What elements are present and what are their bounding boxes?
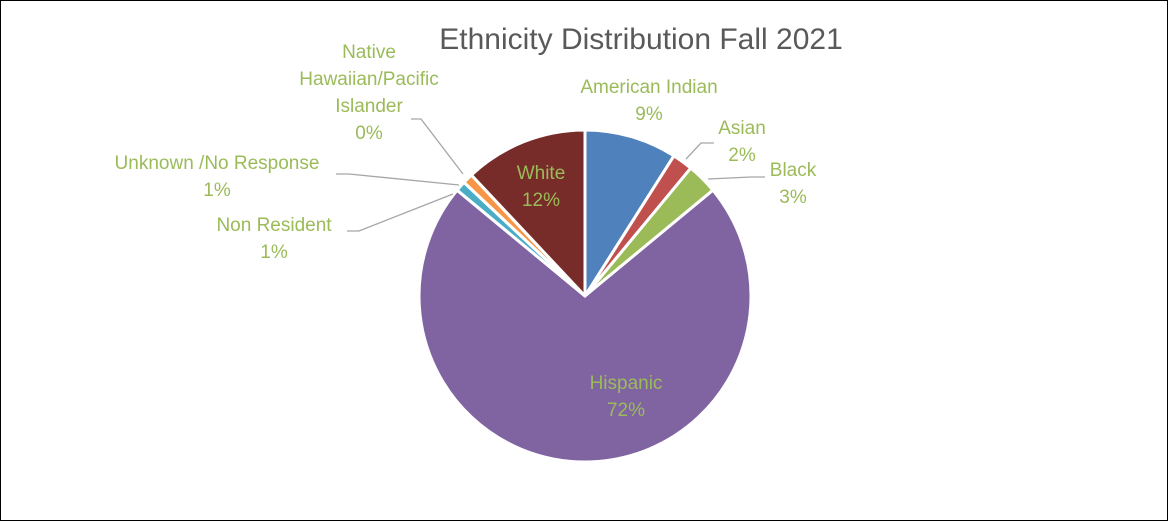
slice-hispanic <box>417 188 753 464</box>
data-label-white: White 12% <box>517 163 566 211</box>
leader-line-unknown-no-response <box>336 173 460 186</box>
data-labels: American Indian 9%Asian 2%Black 3% Hispanic 7… <box>115 42 817 421</box>
data-label-asian: Asian 2% <box>718 118 766 166</box>
data-label-black: Black 3% <box>770 160 817 208</box>
data-label-unknown-no-response: Unknown /No Response 1% <box>115 153 320 201</box>
pie-slices <box>417 128 753 464</box>
chart-title: Ethnicity Distribution Fall 2021 <box>439 23 843 56</box>
leader-lines <box>336 118 765 232</box>
leader-line-native-hawaiian-pacific-islander <box>411 118 464 175</box>
data-label-non-resident: Non Resident 1% <box>216 215 332 263</box>
leader-line-non-resident <box>347 193 454 232</box>
slice-white <box>469 128 587 298</box>
data-label-native-hawaiian-pacific-islander: Native Hawaiian/Pacific Islander 0% <box>299 42 438 144</box>
data-label-hispanic: Hispanic 72% <box>590 373 663 421</box>
data-label-american-indian: American Indian 9% <box>580 77 717 125</box>
leader-line-black <box>707 176 765 180</box>
leader-line-asian <box>685 142 714 160</box>
slice-american-indian <box>583 128 676 298</box>
